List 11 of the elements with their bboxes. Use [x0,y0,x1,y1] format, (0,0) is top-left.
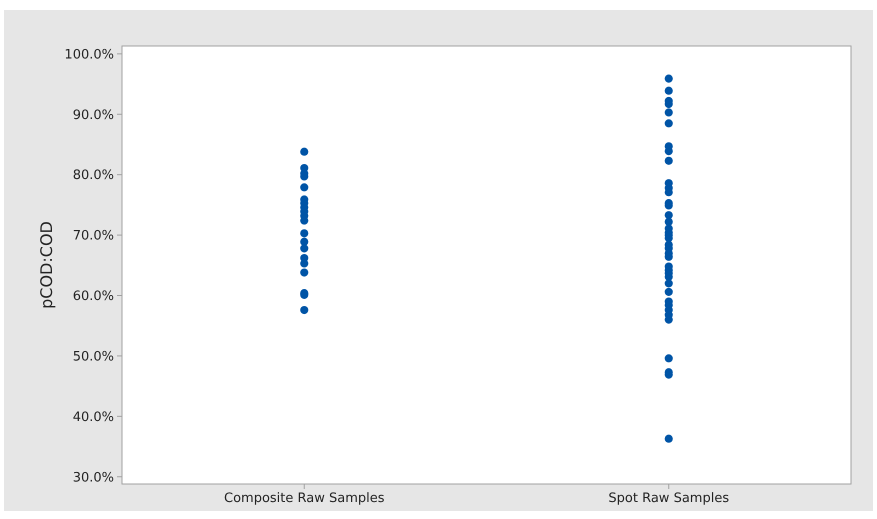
y-tick-label: 60.0% [72,289,114,304]
y-axis-title: pCOD:COD [37,221,56,309]
y-tick-label: 80.0% [72,168,114,184]
x-tick-label: Spot Raw Samples [608,491,730,506]
y-tick-label: 40.0% [72,410,114,425]
x-tick-label: Composite Raw Samples [224,491,385,506]
y-tick-label: 50.0% [72,349,114,364]
y-tick-label: 70.0% [72,228,114,244]
y-tick-label: 90.0% [72,108,114,123]
y-tick-label: 30.0% [72,470,114,486]
y-tick-label: 100.0% [64,47,114,62]
